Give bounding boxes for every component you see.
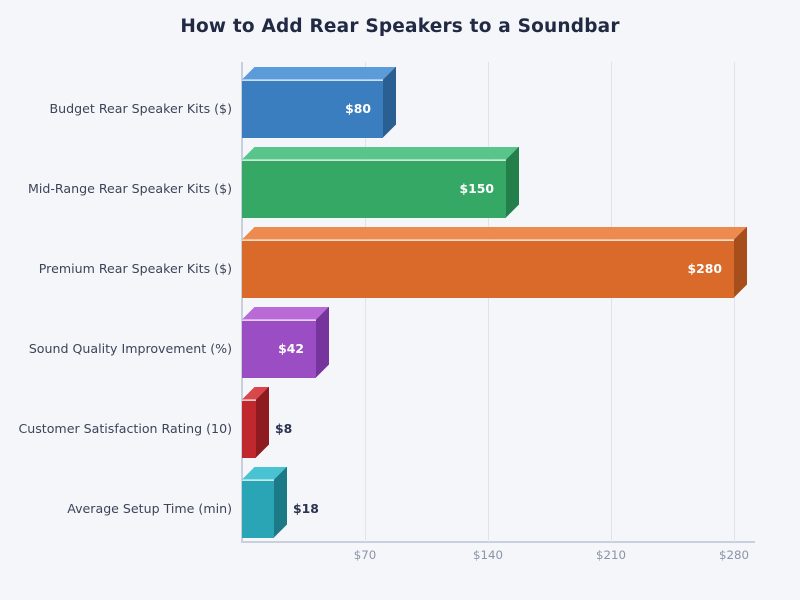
y-axis-tick-label: Customer Satisfaction Rating (10) [18,420,232,436]
y-axis-tick-label: Premium Rear Speaker Kits ($) [38,260,232,276]
bar-group[interactable]: $8 [242,382,755,462]
bar-top-face [242,146,519,160]
bar-group[interactable]: $280 [242,222,755,302]
bar-side-face [274,466,287,538]
y-axis-line [241,62,243,543]
bar-top-face [242,466,287,480]
y-axis-tick-label: Sound Quality Improvement (%) [28,340,232,356]
bar-value-label: $42 [278,340,304,356]
bar-side-face [383,66,396,138]
bar-group[interactable]: $80 [242,62,755,142]
bar-side-face [734,226,747,298]
bar-top-face [242,66,396,80]
gridline-x-70 [365,62,366,542]
bar-value-label: $80 [345,100,371,116]
y-axis-tick-label: Mid-Range Rear Speaker Kits ($) [28,180,232,196]
bar-value-label: $18 [293,500,319,516]
bar-front-face [242,319,316,378]
bar-front-face [242,479,274,538]
gridline-x-210 [611,62,612,542]
x-axis-tick-label: $280 [718,548,750,562]
x-axis-tick-label: $70 [353,548,377,562]
bar-side-face [506,146,519,218]
bar-front-face [242,159,506,218]
plot-area: $80 $150 $280 $42 $8 $18 [242,62,755,542]
bar-front-face [242,239,734,298]
bar-value-label: $280 [687,260,723,276]
bar-top-face [242,306,329,320]
bar-front-face [242,399,256,458]
bar-group[interactable]: $150 [242,142,755,222]
chart-title: How to Add Rear Speakers to a Soundbar [180,16,620,37]
gridline-x-280 [734,62,735,542]
x-axis-tick-label: $210 [595,548,627,562]
bar-group[interactable]: $42 [242,302,755,382]
bar-group[interactable]: $18 [242,462,755,542]
bar-side-face [256,386,269,458]
bar-side-face [316,306,329,378]
y-axis-tick-label: Average Setup Time (min) [67,500,232,516]
bar-front-face [242,79,383,138]
y-axis-tick-labels: Budget Rear Speaker Kits ($) Mid-Range Re… [0,0,232,600]
bar-top-face [242,226,747,240]
y-axis-tick-label: Budget Rear Speaker Kits ($) [49,100,232,116]
bar-value-label: $8 [275,420,293,436]
gridline-x-140 [488,62,489,542]
x-axis-line [242,541,755,543]
bar-value-label: $150 [459,180,495,196]
x-axis-tick-label: $140 [472,548,504,562]
